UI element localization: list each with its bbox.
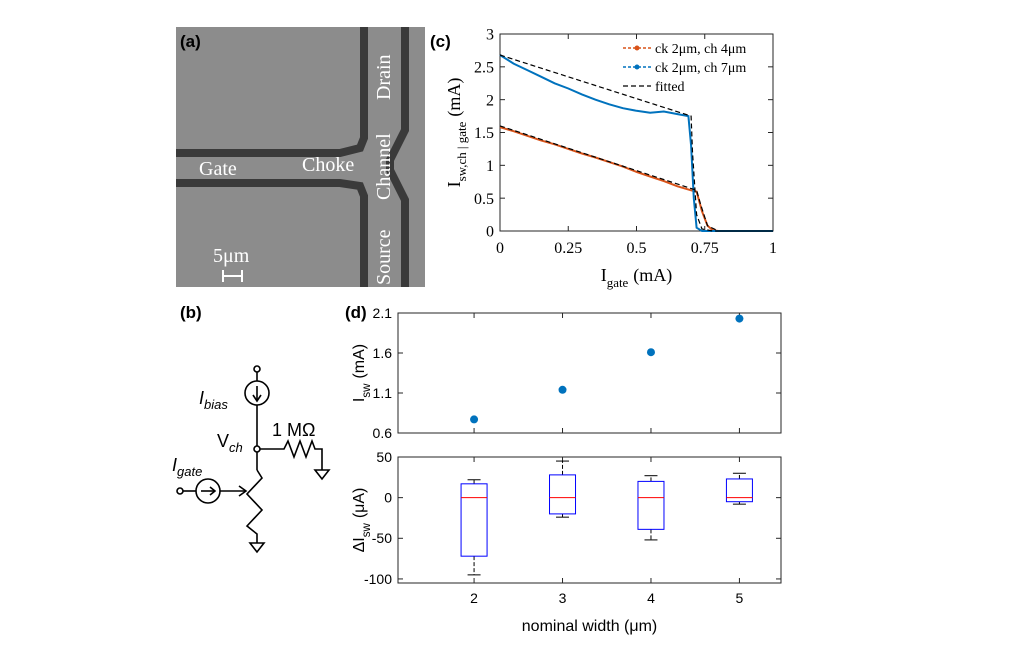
legend-marker xyxy=(634,45,640,51)
image-label: Drain xyxy=(373,54,395,100)
legend-label: fitted xyxy=(655,80,685,95)
y-tick-label: 3 xyxy=(486,27,494,44)
y-tick-label: 2 xyxy=(486,92,494,109)
y-tick-label: -50 xyxy=(372,530,392,546)
axis-label: Isw,ch | gate (mA) xyxy=(444,78,469,188)
label-sub: bias xyxy=(204,397,228,412)
label-sub: sw xyxy=(361,383,373,398)
circuit-label: Ibias xyxy=(199,388,228,412)
x-tick-label: 0 xyxy=(496,240,504,257)
point xyxy=(646,348,655,357)
label-unit: (mA) xyxy=(444,78,465,117)
panel-label: (b) xyxy=(180,303,202,322)
axis-label: nominal width (μm) xyxy=(522,618,657,635)
panel-label: (d) xyxy=(345,303,367,322)
box xyxy=(460,483,488,557)
image-label: 5μm xyxy=(213,245,250,267)
label-main: I xyxy=(172,455,177,475)
y-tick-label: 0 xyxy=(486,224,494,241)
label-unit: (μA) xyxy=(351,488,368,519)
x-tick-label: 4 xyxy=(647,590,655,606)
label-unit: (mA) xyxy=(633,265,672,286)
circuit: (b) Ibias Vch 1 MΩ Igate xyxy=(172,303,331,554)
x-tick-label: 0.75 xyxy=(691,240,719,257)
y-tick-label: 0.5 xyxy=(474,191,494,208)
label-sub: sw,ch | gate xyxy=(454,121,469,181)
y-tick-label: 0 xyxy=(384,490,392,506)
legend-marker xyxy=(634,64,640,70)
point xyxy=(470,415,479,424)
label-main: nominal width (μm) xyxy=(522,618,657,635)
x-tick-label: 0.5 xyxy=(627,240,647,257)
device-outline xyxy=(176,27,409,287)
circuit-label: 1 MΩ xyxy=(272,420,315,440)
series-line xyxy=(499,54,773,232)
box xyxy=(549,474,577,515)
y-tick-label: 1.1 xyxy=(373,385,393,401)
image-label: Source xyxy=(373,229,395,285)
y-tick-label: 1 xyxy=(486,158,494,175)
x-tick-label: 5 xyxy=(736,590,744,606)
axis-label: Isw (mA) xyxy=(351,344,373,402)
point xyxy=(735,314,744,323)
micrograph: (a) Gate Choke Channel Drain Source 5μm xyxy=(176,27,425,287)
box xyxy=(637,480,665,530)
label-sub: gate xyxy=(177,464,202,479)
axis-label: ΔIsw (μA) xyxy=(351,488,373,553)
y-tick-label: 0.6 xyxy=(373,425,393,441)
image-label: Channel xyxy=(373,133,395,200)
point xyxy=(558,385,567,394)
y-tick-label: 1.5 xyxy=(474,125,494,142)
label-main: I xyxy=(444,181,464,187)
legend-label: ck 2μm, ch 4μm xyxy=(655,42,746,57)
panel-label: (a) xyxy=(180,32,201,51)
image-label: Choke xyxy=(302,154,354,176)
legend-label: ck 2μm, ch 7μm xyxy=(655,61,746,76)
y-tick-label: -100 xyxy=(364,571,392,587)
panel-label: (c) xyxy=(430,32,451,51)
box xyxy=(725,478,753,503)
circuit-label: Igate xyxy=(172,455,202,479)
label-sub: gate xyxy=(607,275,629,290)
x-tick-label: 1 xyxy=(769,240,777,257)
label-unit: (mA) xyxy=(351,344,368,379)
image-label: Gate xyxy=(199,158,237,180)
x-tick-label: 3 xyxy=(559,590,567,606)
scale-bar xyxy=(222,270,243,282)
label-main: V xyxy=(217,431,229,451)
y-tick-label: 50 xyxy=(376,449,392,465)
x-tick-label: 0.25 xyxy=(554,240,582,257)
label-sub: ch xyxy=(229,440,243,455)
axis-label: Igate (mA) xyxy=(601,265,673,290)
label-sub: sw xyxy=(361,522,373,537)
x-tick-label: 2 xyxy=(470,590,478,606)
plot-frame xyxy=(397,456,782,584)
label-main: I xyxy=(351,398,368,402)
label-main: I xyxy=(601,265,607,285)
label-main: ΔI xyxy=(351,537,368,552)
plot-frame xyxy=(397,312,782,434)
label-main: I xyxy=(199,388,204,408)
circuit-label: Vch xyxy=(217,431,243,455)
y-tick-label: 2.1 xyxy=(373,305,393,321)
y-tick-label: 2.5 xyxy=(474,59,494,76)
y-tick-label: 1.6 xyxy=(373,345,393,361)
